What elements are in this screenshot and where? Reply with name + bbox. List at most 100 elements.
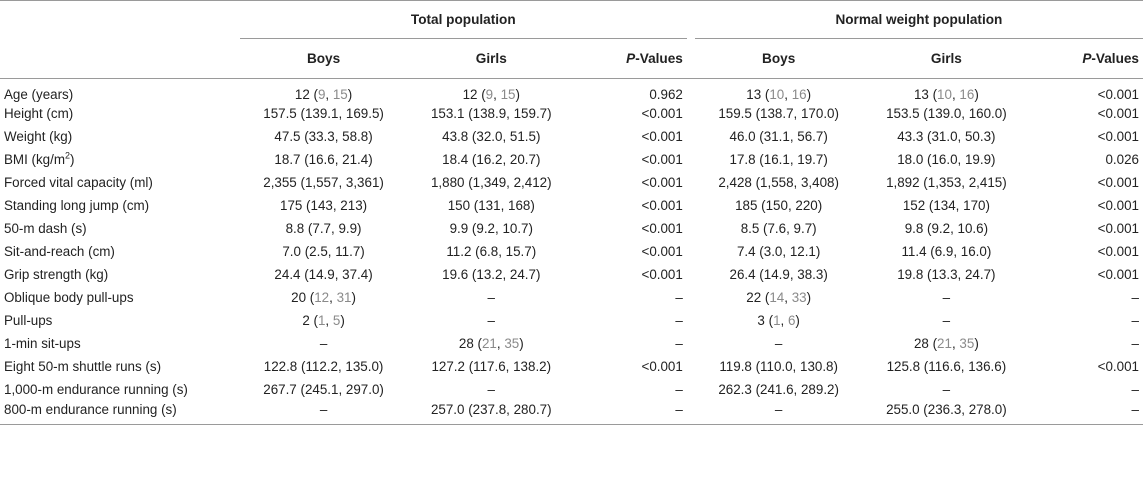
cell-normal-boys: 3 (1, 6) [695,309,863,332]
col-header-normal-boys: Boys [762,51,796,66]
cell-normal-p: – [1131,290,1139,305]
cell-normal-p: – [1131,401,1139,417]
cell-total-p: <0.001 [641,221,683,236]
cell-normal-p: <0.001 [1097,198,1139,213]
value-part: ) [519,336,524,351]
value-part: 28 ( [913,336,938,351]
table-row: Standing long jump (cm) 175 (143, 213) 150… [0,194,1143,217]
cell-total-girls: 257.0 (237.8, 280.7) [430,401,552,417]
gap-cell [687,378,695,401]
cell-normal-boys: 8.5 (7.6, 9.7) [740,221,817,236]
gap-cell [687,102,695,125]
table-row: Sit-and-reach (cm) 7.0 (2.5, 11.7) 11.2 (6… [0,240,1143,263]
cell-total-boys: 8.8 (7.7, 9.9) [285,221,362,236]
row-label: Weight (kg) [4,129,73,144]
cell-total-p: 0.962 [649,87,683,102]
cell-total-p: – [675,290,683,305]
p-italic: P [1082,51,1092,66]
cell-normal-girls: – [942,290,951,305]
cell-total-girls: – [487,382,495,397]
cell-total-boys: 24.4 (14.9, 37.4) [274,267,373,282]
cell-normal-boys: 262.3 (241.6, 289.2) [718,382,839,397]
ci-bound: 15 [332,87,348,102]
p-rest: -Values [635,51,683,66]
gap-cell [687,286,695,309]
gap-cell [687,240,695,263]
ci-bound: 16 [959,87,975,102]
value-part: , [951,336,960,351]
table-row: Height (cm) 157.5 (139.1, 169.5) 153.1 (13… [0,102,1143,125]
cell-normal-boys: – [774,336,783,351]
cell-normal-p: <0.001 [1097,267,1139,282]
cell-total-p: <0.001 [641,106,683,121]
table-row: Grip strength (kg) 24.4 (14.9, 37.4) 19.6 … [0,263,1143,286]
col-header-total-boys: Boys [306,51,341,66]
cell-normal-p: <0.001 [1097,221,1139,236]
cell-normal-p: 0.026 [1105,152,1139,167]
value-part: , [951,87,960,102]
cell-normal-p: – [1131,382,1139,397]
gap-cell [687,332,695,355]
row-label: Standing long jump (cm) [4,198,150,213]
table-row: 1-min sit-ups –28 (21, 35) – –28 (21, 35) – [0,332,1143,355]
cell-total-girls: 9.9 (9.2, 10.7) [449,221,533,236]
cell-normal-boys: 13 (10, 16) [695,79,863,102]
row-label: Pull-ups [4,313,53,328]
value-part: 13 ( [746,87,770,102]
cell-total-p: – [675,401,683,417]
cell-total-girls: 150 (131, 168) [447,198,535,213]
cell-total-girls: – [487,290,495,305]
value-part: ) [340,313,345,328]
cell-total-boys: 122.8 (112.2, 135.0) [263,359,384,374]
p-rest: -Values [1091,51,1139,66]
header-gap [687,39,695,79]
cell-total-p: <0.001 [641,129,683,144]
gap-cell [687,217,695,240]
cell-normal-p: – [1131,336,1139,351]
cell-normal-girls: 18.0 (16.0, 19.9) [897,152,996,167]
row-label: 50-m dash (s) [4,221,87,236]
cell-normal-p: <0.001 [1097,359,1139,374]
cell-total-p: – [675,313,683,328]
value-part: ) [351,290,356,305]
value-part: 2 ( [302,313,318,328]
cell-total-boys: 2,355 (1,557, 3,361) [263,175,384,190]
row-label: Sit-and-reach (cm) [4,244,115,259]
cell-total-p: <0.001 [641,244,683,259]
cell-total-p: – [675,336,683,351]
cell-total-boys: 7.0 (2.5, 11.7) [282,244,365,259]
ci-bound: 5 [332,313,341,328]
cell-total-girls: 19.6 (13.2, 24.7) [442,267,541,282]
cell-normal-p: <0.001 [1097,175,1139,190]
gap-cell [687,401,695,424]
table-row: BMI (kg/m2) 18.7 (16.6, 21.4) 18.4 (16.2, … [0,148,1143,171]
ci-bound: 9 [317,87,326,102]
ci-bound: 1 [773,313,781,328]
value-part: ) [515,87,520,102]
cell-total-girls: 127.2 (117.6, 138.2) [431,359,552,374]
ci-bound: 12 [314,290,330,305]
cell-total-girls: 28 (21, 35) [407,332,575,355]
gap-cell [687,309,695,332]
header-gap [687,1,695,39]
cell-normal-girls: 28 (21, 35) [863,332,1031,355]
cell-total-p: <0.001 [641,359,683,374]
ci-bound: 15 [500,87,516,102]
row-label: Height (cm) [4,106,74,121]
cell-total-p: <0.001 [641,267,683,282]
data-table: Total population Normal weight populatio… [0,0,1143,424]
row-label: 1-min sit-ups [4,336,81,351]
gap-cell [687,263,695,286]
cell-normal-girls: 19.8 (13.3, 24.7) [897,267,996,282]
cell-total-girls: 1,880 (1,349, 2,412) [430,175,552,190]
ci-bound: 21 [937,336,952,351]
cell-normal-p: – [1131,313,1139,328]
value-part: 20 ( [291,290,315,305]
cell-normal-girls: 153.5 (139.0, 160.0) [886,106,1007,121]
cell-normal-girls: 152 (134, 170) [902,198,990,213]
gap-cell [687,355,695,378]
cell-normal-girls: 43.3 (31.0, 50.3) [897,129,996,144]
ci-bound: 1 [317,313,326,328]
cell-normal-girls: 255.0 (236.3, 278.0) [886,401,1007,417]
